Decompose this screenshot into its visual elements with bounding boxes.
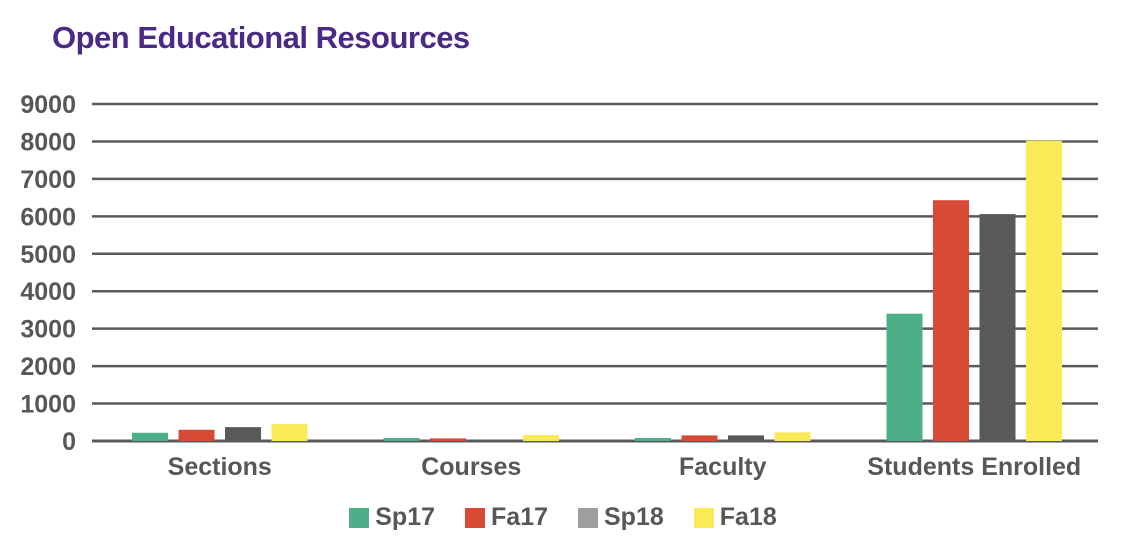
x-axis-tick-labels: Sections Courses Faculty Students Enrolled <box>168 453 1082 481</box>
y-tick-label: 3000 <box>20 316 76 344</box>
legend-swatch <box>349 507 370 528</box>
bar-fa17-sections <box>178 429 215 441</box>
bar-fa17-courses <box>430 438 466 441</box>
bar-fa18-faculty <box>774 432 811 441</box>
bar-sp18-sections <box>225 427 261 441</box>
bar-fa17-students-enrolled <box>933 200 969 441</box>
legend-label: Fa17 <box>491 503 548 531</box>
bar-fa18-courses <box>523 435 559 441</box>
bar-sp18-faculty <box>728 435 764 441</box>
x-tick-label: Courses <box>421 453 521 481</box>
x-tick-label: Students Enrolled <box>867 453 1081 481</box>
y-tick-label: 0 <box>62 428 76 456</box>
bar-sp17-courses <box>383 438 420 441</box>
legend-swatch <box>465 507 486 528</box>
y-tick-label: 9000 <box>20 91 76 119</box>
y-tick-label: 7000 <box>20 166 76 194</box>
y-tick-label: 8000 <box>20 128 76 156</box>
legend-label: Fa18 <box>719 503 777 531</box>
bar-sp17-students-enrolled <box>886 313 923 441</box>
bar-sp17-faculty <box>635 438 671 441</box>
bar-sp18-students-enrolled <box>979 214 1016 441</box>
legend-item-sp18: Sp18 <box>578 503 664 532</box>
bar-chart: 0 1000 2000 3000 4000 5000 6000 7000 8000 9000 Se… <box>20 91 1098 481</box>
legend-swatch <box>578 507 598 528</box>
bar-fa17-faculty <box>681 435 718 441</box>
legend-item-fa18: Fa18 <box>693 503 777 532</box>
y-axis-tick-labels: 0 1000 2000 3000 4000 5000 6000 7000 8000 9000 <box>20 91 76 456</box>
bars <box>132 140 1062 441</box>
x-tick-label: Sections <box>168 453 272 481</box>
legend: Sp17 Fa17 Sp18 Fa18 <box>0 503 1126 532</box>
bar-fa18-students-enrolled <box>1026 140 1062 441</box>
y-tick-label: 5000 <box>20 241 76 269</box>
y-tick-label: 4000 <box>20 278 76 306</box>
x-tick-label: Faculty <box>679 453 767 481</box>
legend-item-fa17: Fa17 <box>465 503 548 532</box>
gridlines <box>92 102 1098 443</box>
legend-item-sp17: Sp17 <box>349 503 435 532</box>
legend-label: Sp17 <box>375 503 436 531</box>
legend-swatch <box>693 507 714 528</box>
bar-fa18-sections <box>271 424 308 441</box>
y-tick-label: 2000 <box>20 353 76 381</box>
chart-title: Open Educational Resources <box>52 20 470 55</box>
legend-label: Sp18 <box>604 503 664 531</box>
y-tick-label: 1000 <box>20 391 76 419</box>
y-tick-label: 6000 <box>20 203 76 231</box>
bar-sp17-sections <box>132 432 168 441</box>
